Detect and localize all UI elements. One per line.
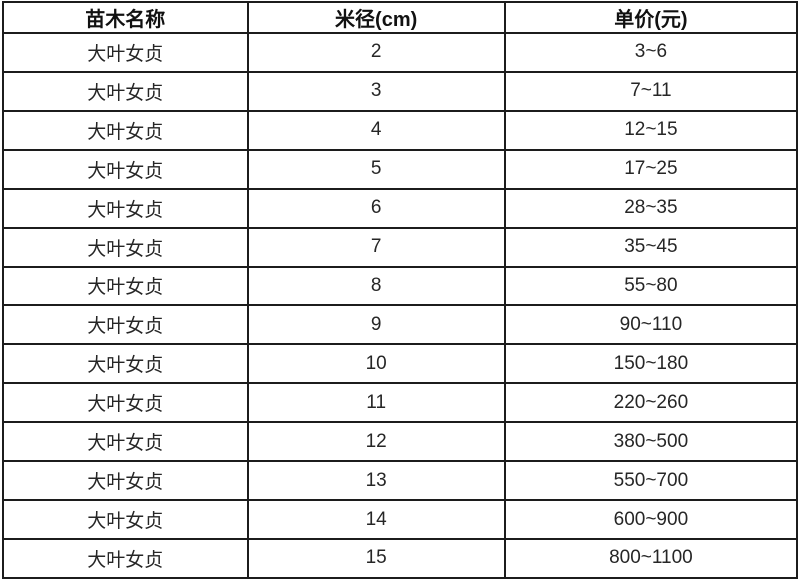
table-row: 大叶女贞 11 220~260 xyxy=(2,382,799,424)
table-row: 大叶女贞 5 17~25 xyxy=(2,148,799,190)
column-header-name: 苗木名称 xyxy=(2,1,249,34)
cell-seedling-name: 大叶女贞 xyxy=(2,32,249,73)
table-row: 大叶女贞 12 380~500 xyxy=(2,421,799,463)
cell-price: 220~260 xyxy=(503,382,799,424)
cell-seedling-name: 大叶女贞 xyxy=(2,265,249,307)
cell-price: 35~45 xyxy=(503,226,799,268)
table-row: 大叶女贞 14 600~900 xyxy=(2,499,799,540)
cell-price: 3~6 xyxy=(503,32,799,73)
cell-diameter: 9 xyxy=(246,304,506,346)
column-header-diameter: 米径(cm) xyxy=(246,1,506,34)
cell-seedling-name: 大叶女贞 xyxy=(2,382,249,424)
table-header: 苗木名称 米径(cm) 单价(元) xyxy=(2,1,799,34)
table-row: 大叶女贞 3 7~11 xyxy=(2,70,799,112)
cell-price: 800~1100 xyxy=(503,537,799,580)
table-body: 大叶女贞 2 3~6 大叶女贞 3 7~11 大叶女贞 4 12~15 大叶女贞… xyxy=(2,32,799,580)
cell-price: 17~25 xyxy=(503,148,799,190)
table-row: 大叶女贞 6 28~35 xyxy=(2,187,799,229)
table-row: 大叶女贞 10 150~180 xyxy=(2,343,799,385)
column-header-price: 单价(元) xyxy=(503,1,799,34)
cell-diameter: 10 xyxy=(246,343,506,385)
table-row: 大叶女贞 4 12~15 xyxy=(2,109,799,151)
cell-price: 150~180 xyxy=(503,343,799,385)
cell-diameter: 2 xyxy=(246,32,506,73)
cell-price: 7~11 xyxy=(503,70,799,112)
cell-diameter: 7 xyxy=(246,226,506,268)
cell-seedling-name: 大叶女贞 xyxy=(2,537,249,580)
cell-seedling-name: 大叶女贞 xyxy=(2,226,249,268)
table-row: 大叶女贞 8 55~80 xyxy=(2,265,799,307)
cell-price: 550~700 xyxy=(503,460,799,502)
cell-diameter: 6 xyxy=(246,187,506,229)
cell-diameter: 15 xyxy=(246,537,506,580)
cell-price: 90~110 xyxy=(503,304,799,346)
cell-price: 55~80 xyxy=(503,265,799,307)
cell-price: 12~15 xyxy=(503,109,799,151)
cell-price: 28~35 xyxy=(503,187,799,229)
table-row: 大叶女贞 7 35~45 xyxy=(2,226,799,268)
cell-price: 380~500 xyxy=(503,421,799,463)
cell-diameter: 12 xyxy=(246,421,506,463)
cell-diameter: 3 xyxy=(246,70,506,112)
cell-seedling-name: 大叶女贞 xyxy=(2,421,249,463)
cell-diameter: 13 xyxy=(246,460,506,502)
cell-diameter: 11 xyxy=(246,382,506,424)
cell-seedling-name: 大叶女贞 xyxy=(2,499,249,540)
header-row: 苗木名称 米径(cm) 单价(元) xyxy=(2,1,799,34)
cell-seedling-name-link[interactable]: 大叶女贞 xyxy=(2,148,249,190)
cell-price: 600~900 xyxy=(503,499,799,540)
cell-seedling-name: 大叶女贞 xyxy=(2,343,249,385)
cell-diameter: 5 xyxy=(246,148,506,190)
cell-diameter: 8 xyxy=(246,265,506,307)
table-row: 大叶女贞 15 800~1100 xyxy=(2,537,799,580)
cell-seedling-name: 大叶女贞 xyxy=(2,70,249,112)
table-row: 大叶女贞 9 90~110 xyxy=(2,304,799,346)
cell-seedling-name: 大叶女贞 xyxy=(2,109,249,151)
cell-diameter: 4 xyxy=(246,109,506,151)
table-row: 大叶女贞 13 550~700 xyxy=(2,460,799,502)
cell-diameter: 14 xyxy=(246,499,506,540)
cell-seedling-name: 大叶女贞 xyxy=(2,304,249,346)
cell-seedling-name: 大叶女贞 xyxy=(2,187,249,229)
cell-seedling-name: 大叶女贞 xyxy=(2,460,249,502)
table-row: 大叶女贞 2 3~6 xyxy=(2,32,799,73)
